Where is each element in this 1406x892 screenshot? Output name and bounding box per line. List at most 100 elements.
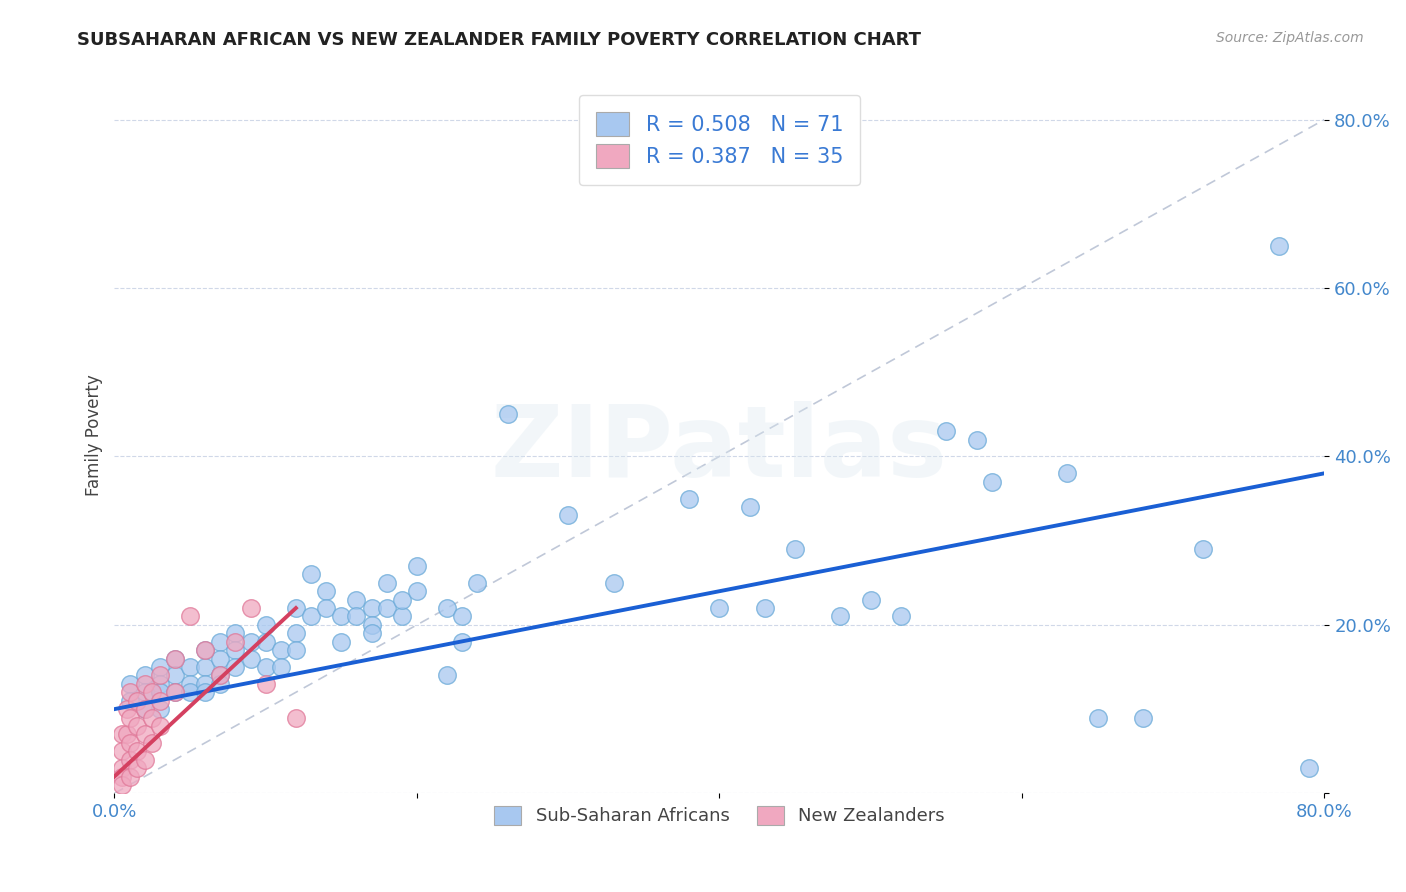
- Point: [315, 584, 337, 599]
- Point: [163, 668, 186, 682]
- Point: [179, 660, 201, 674]
- Point: [134, 702, 156, 716]
- Point: [254, 677, 277, 691]
- Point: [1087, 710, 1109, 724]
- Point: [179, 685, 201, 699]
- Y-axis label: Family Poverty: Family Poverty: [86, 375, 103, 496]
- Point: [738, 500, 761, 514]
- Point: [149, 719, 172, 733]
- Point: [163, 651, 186, 665]
- Point: [1192, 542, 1215, 557]
- Point: [344, 592, 367, 607]
- Point: [360, 626, 382, 640]
- Point: [254, 660, 277, 674]
- Point: [224, 626, 246, 640]
- Point: [141, 710, 163, 724]
- Point: [270, 660, 292, 674]
- Point: [284, 710, 307, 724]
- Point: [783, 542, 806, 557]
- Point: [1298, 761, 1320, 775]
- Point: [239, 601, 262, 615]
- Point: [118, 685, 141, 699]
- Point: [149, 702, 172, 716]
- Point: [127, 719, 149, 733]
- Point: [149, 677, 172, 691]
- Point: [830, 609, 852, 624]
- Point: [118, 710, 141, 724]
- Point: [284, 626, 307, 640]
- Text: Source: ZipAtlas.com: Source: ZipAtlas.com: [1216, 31, 1364, 45]
- Text: ZIPatlas: ZIPatlas: [491, 401, 948, 499]
- Point: [330, 634, 353, 648]
- Point: [344, 609, 367, 624]
- Point: [602, 575, 624, 590]
- Point: [254, 618, 277, 632]
- Point: [678, 491, 700, 506]
- Point: [163, 651, 186, 665]
- Point: [375, 601, 398, 615]
- Point: [451, 609, 474, 624]
- Point: [496, 408, 519, 422]
- Point: [224, 660, 246, 674]
- Point: [935, 424, 957, 438]
- Point: [163, 685, 186, 699]
- Point: [111, 744, 134, 758]
- Point: [149, 694, 172, 708]
- Point: [134, 727, 156, 741]
- Point: [709, 601, 731, 615]
- Point: [194, 685, 217, 699]
- Point: [118, 753, 141, 767]
- Point: [194, 660, 217, 674]
- Point: [179, 609, 201, 624]
- Point: [1268, 239, 1291, 253]
- Point: [209, 677, 232, 691]
- Point: [194, 677, 217, 691]
- Point: [163, 685, 186, 699]
- Point: [890, 609, 912, 624]
- Point: [270, 643, 292, 657]
- Point: [118, 770, 141, 784]
- Point: [224, 643, 246, 657]
- Point: [134, 702, 156, 716]
- Point: [406, 584, 429, 599]
- Point: [209, 668, 232, 682]
- Point: [239, 634, 262, 648]
- Point: [149, 685, 172, 699]
- Point: [360, 601, 382, 615]
- Point: [315, 601, 337, 615]
- Point: [141, 736, 163, 750]
- Point: [111, 770, 134, 784]
- Point: [966, 433, 988, 447]
- Point: [754, 601, 776, 615]
- Point: [149, 660, 172, 674]
- Point: [127, 744, 149, 758]
- Point: [115, 702, 138, 716]
- Point: [127, 761, 149, 775]
- Legend: Sub-Saharan Africans, New Zealanders: Sub-Saharan Africans, New Zealanders: [485, 797, 953, 834]
- Point: [224, 634, 246, 648]
- Point: [375, 575, 398, 590]
- Point: [194, 643, 217, 657]
- Point: [209, 634, 232, 648]
- Point: [391, 609, 413, 624]
- Point: [134, 753, 156, 767]
- Point: [284, 601, 307, 615]
- Point: [299, 609, 322, 624]
- Point: [406, 558, 429, 573]
- Point: [254, 634, 277, 648]
- Point: [980, 475, 1002, 489]
- Point: [1132, 710, 1154, 724]
- Point: [111, 727, 134, 741]
- Point: [239, 651, 262, 665]
- Point: [141, 685, 163, 699]
- Point: [118, 677, 141, 691]
- Point: [330, 609, 353, 624]
- Point: [115, 727, 138, 741]
- Point: [194, 643, 217, 657]
- Point: [209, 651, 232, 665]
- Point: [360, 618, 382, 632]
- Point: [118, 694, 141, 708]
- Point: [1056, 467, 1078, 481]
- Point: [436, 601, 458, 615]
- Point: [299, 567, 322, 582]
